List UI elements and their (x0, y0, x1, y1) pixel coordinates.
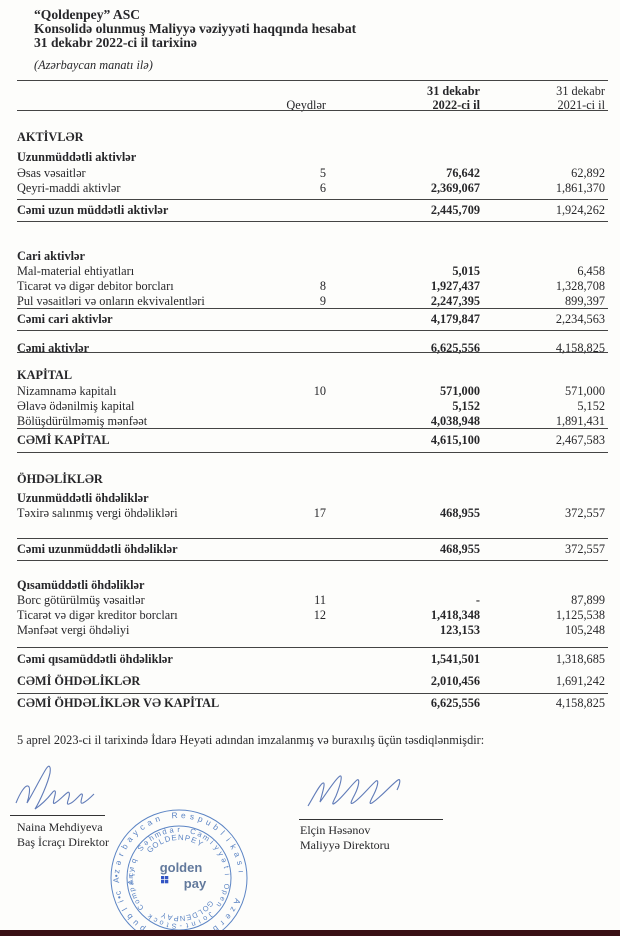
svg-text:z: z (111, 869, 121, 874)
svg-text:p: p (127, 887, 137, 893)
svg-text:y: y (130, 827, 141, 838)
svg-text:e: e (181, 810, 187, 820)
svg-text:z: z (228, 905, 239, 914)
svg-text:k: k (228, 842, 239, 851)
svg-text:a: a (232, 850, 243, 858)
svg-text:y: y (216, 850, 226, 858)
svg-text:o: o (201, 914, 209, 924)
svg-text:p: p (220, 890, 230, 897)
svg-text:R: R (171, 810, 178, 820)
svg-text:e: e (223, 912, 234, 922)
svg-text:b: b (124, 912, 135, 922)
svg-text:A: A (232, 897, 244, 906)
svg-text:ə: ə (219, 857, 229, 864)
svg-text:i: i (197, 917, 203, 926)
svg-text:u: u (204, 817, 213, 828)
svg-text:l: l (219, 828, 227, 837)
svg-text:q: q (129, 857, 139, 864)
svg-text:s: s (189, 811, 195, 822)
svg-text:n: n (126, 875, 135, 879)
svg-text:p: p (197, 813, 205, 824)
svg-text:i: i (224, 835, 233, 843)
svg-text:ə: ə (112, 859, 123, 866)
svg-text:ı: ı (237, 870, 247, 873)
svg-text:r: r (218, 919, 227, 928)
svg-text:u: u (130, 918, 141, 929)
svg-text:c: c (137, 822, 146, 833)
svg-text:i: i (208, 838, 216, 846)
svg-text:•: • (111, 874, 121, 877)
svg-text:a: a (145, 817, 154, 828)
svg-text:n: n (190, 919, 197, 929)
svg-text:n: n (215, 901, 225, 909)
svg-text:N: N (178, 833, 184, 842)
svg-text:b: b (119, 842, 130, 851)
svg-text:n: n (154, 813, 162, 824)
svg-text:golden: golden (160, 860, 203, 875)
svg-text:pay: pay (184, 876, 207, 891)
svg-text:N: N (179, 914, 185, 923)
svg-text:b: b (211, 822, 221, 833)
svg-text:s: s (235, 860, 246, 866)
svg-text:a: a (124, 834, 135, 844)
svg-text:k: k (145, 912, 154, 922)
svg-text:P: P (173, 914, 179, 923)
svg-text:l: l (120, 906, 130, 913)
svg-text:E: E (171, 833, 177, 843)
svg-text:t: t (166, 921, 170, 930)
svg-text:r: r (115, 851, 125, 858)
